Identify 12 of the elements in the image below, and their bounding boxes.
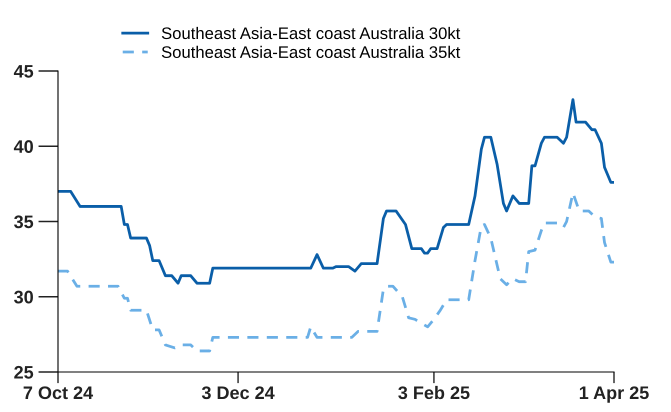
y-tick-label: 25 — [14, 366, 34, 379]
legend-label: Southeast Asia-East coast Australia 35kt — [162, 46, 460, 58]
x-tick-label: 1 Apr 25 — [580, 386, 649, 403]
y-tick-label: 45 — [14, 65, 34, 78]
y-tick-label: 40 — [14, 140, 33, 153]
y-tick-label: 35 — [14, 215, 34, 228]
x-tick-label: 3 Dec 24 — [202, 386, 275, 400]
y-tick-label: 30 — [14, 290, 33, 304]
x-tick-label: 7 Oct 24 — [24, 386, 94, 400]
legend-label: Southeast Asia-East coast Australia 30kt — [162, 26, 460, 40]
x-tick-label: 3 Feb 25 — [398, 386, 470, 400]
line-series — [58, 98, 614, 285]
